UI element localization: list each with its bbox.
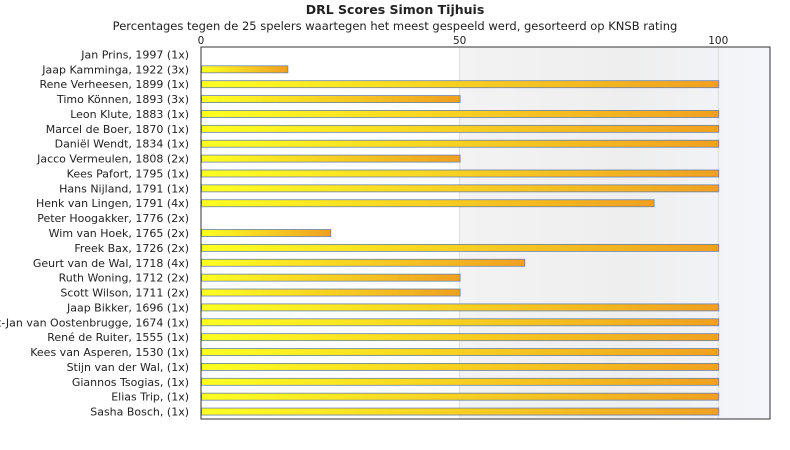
category-label: Timo Können, 1893 (3x) <box>56 93 189 106</box>
chart-title: DRL Scores Simon Tijhuis <box>305 2 485 17</box>
category-label: Hans Nijland, 1791 (1x) <box>59 182 189 195</box>
bar <box>201 333 720 342</box>
x-tick-label: 100 <box>708 35 728 47</box>
category-label: Giannos Tsogias, (1x) <box>72 376 189 389</box>
category-label: Freek Bax, 1726 (2x) <box>74 242 189 255</box>
bar <box>201 124 720 133</box>
category-label: Marcel de Boer, 1870 (1x) <box>46 123 189 136</box>
bar <box>201 407 720 416</box>
category-label: Jaap Bikker, 1696 (1x) <box>66 301 189 314</box>
category-label: Jacco Vermeulen, 1808 (2x) <box>36 153 189 166</box>
category-label: Kees van Asperen, 1530 (1x) <box>30 346 189 359</box>
category-label: Bert-Jan van Oostenbrugge, 1674 (1x) <box>0 316 189 329</box>
category-label: Jaap Kamminga, 1922 (3x) <box>41 63 189 76</box>
category-label: Rene Verheesen, 1899 (1x) <box>40 78 189 91</box>
category-label: Peter Hoogakker, 1776 (2x) <box>37 212 189 225</box>
category-label: Daniël Wendt, 1834 (1x) <box>55 138 189 151</box>
x-tick-label: 0 <box>198 35 205 47</box>
category-label: Jan Prins, 1997 (1x) <box>80 48 189 61</box>
category-label: Ruth Woning, 1712 (2x) <box>59 272 189 285</box>
category-label: Henk van Lingen, 1791 (4x) <box>36 197 189 210</box>
category-label: René de Ruiter, 1555 (1x) <box>47 331 189 344</box>
category-label: Kees Pafort, 1795 (1x) <box>67 167 189 180</box>
bar <box>201 273 461 282</box>
bar <box>201 154 461 163</box>
bar <box>201 258 526 267</box>
bar <box>201 363 720 371</box>
bar <box>201 348 720 356</box>
category-label: Elias Trip, (1x) <box>111 391 189 404</box>
bar <box>201 318 720 327</box>
category-label: Wim van Hoek, 1765 (2x) <box>49 227 189 240</box>
category-label: Leon Klute, 1883 (1x) <box>70 108 189 121</box>
bar <box>201 377 720 386</box>
bar <box>201 110 720 118</box>
category-label: Scott Wilson, 1711 (2x) <box>60 287 189 300</box>
bar <box>201 184 720 193</box>
bar <box>201 95 461 103</box>
bar <box>201 139 720 148</box>
category-label: Stijn van der Wal, (1x) <box>67 361 189 374</box>
bar <box>201 229 332 237</box>
bar <box>201 199 655 208</box>
category-label: Sasha Bosch, (1x) <box>90 406 189 419</box>
bar <box>201 169 720 178</box>
bar <box>201 392 720 401</box>
bar <box>201 303 720 312</box>
bar <box>201 65 289 74</box>
bar <box>201 80 720 89</box>
category-label: Geurt van de Wal, 1718 (4x) <box>33 257 189 270</box>
bar <box>201 288 461 297</box>
x-tick-label: 50 <box>453 35 466 47</box>
plot-frame <box>200 46 771 420</box>
chart-subtitle: Percentages tegen de 25 spelers waartege… <box>112 19 678 33</box>
bar <box>201 243 720 252</box>
